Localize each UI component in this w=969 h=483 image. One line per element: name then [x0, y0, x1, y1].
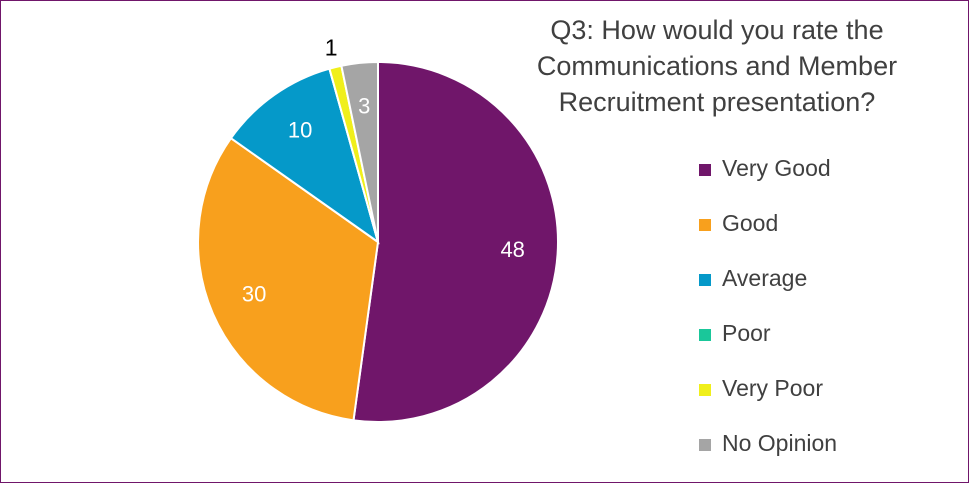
data-label: 48	[500, 237, 524, 262]
legend-label: Poor	[722, 320, 771, 346]
legend-swatch	[699, 164, 711, 176]
data-label: 3	[358, 94, 370, 119]
data-label: 10	[288, 118, 312, 143]
legend-label: Average	[722, 265, 807, 291]
pie-slice	[352, 60, 559, 423]
legend-label: Good	[722, 210, 778, 236]
legend-swatch	[699, 219, 711, 231]
chart-title: Q3: How would you rate the Communication…	[536, 15, 898, 117]
legend-swatch	[699, 384, 711, 396]
legend-swatch	[699, 274, 711, 286]
legend-label: No Opinion	[722, 430, 837, 456]
pie-slice	[340, 60, 379, 243]
data-label: 1	[325, 35, 338, 61]
legend-swatch	[699, 329, 711, 341]
data-label: 30	[242, 282, 266, 307]
legend-swatch	[699, 439, 711, 451]
legend-label: Very Good	[722, 155, 831, 181]
pie-slice	[197, 136, 380, 422]
legend-label: Very Poor	[722, 375, 823, 401]
